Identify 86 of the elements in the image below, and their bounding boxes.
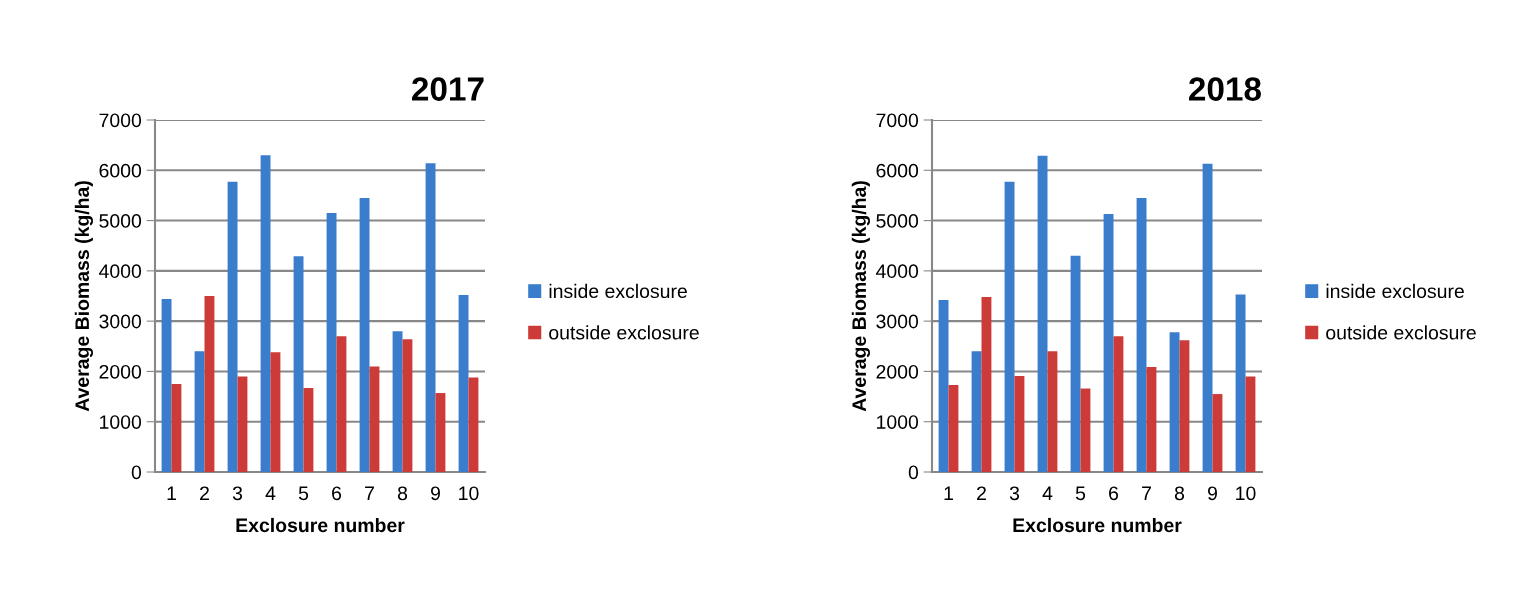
bar (359, 197, 370, 472)
x-tick-label: 1 (944, 486, 953, 500)
x-tick-label: 6 (1109, 486, 1119, 501)
legend-label: outside exclosure (1326, 325, 1476, 340)
bar (425, 163, 436, 472)
bar (1245, 376, 1256, 472)
y-tick-label: 6000 (99, 163, 142, 178)
x-tick-label: 2 (977, 486, 986, 500)
y-tick-label: 7000 (99, 113, 142, 128)
x-tick-label: 2 (200, 486, 209, 500)
y-axis-title: Average Biomass (kg/ha) (851, 181, 870, 412)
x-tick-label: 4 (1042, 486, 1053, 500)
bar (468, 377, 479, 472)
y-tick-label: 5000 (99, 214, 142, 228)
x-tick-label: 5 (1075, 486, 1086, 501)
x-tick-label: 7 (1142, 486, 1151, 500)
bar (392, 331, 403, 472)
bar (971, 351, 982, 472)
y-axis-title: Average Biomass (kg/ha) (74, 181, 93, 412)
bar (1004, 181, 1015, 472)
bar (260, 155, 271, 472)
x-tick-label: 8 (397, 486, 408, 501)
y-tick-label: 4000 (99, 264, 142, 279)
bar (1235, 294, 1246, 472)
x-axis-title: Exclosure number (1013, 517, 1182, 533)
bar (1146, 366, 1157, 472)
bar (981, 297, 992, 472)
x-tick-label: 6 (332, 486, 342, 501)
x-tick-label: 10 (1236, 486, 1256, 501)
bar (369, 366, 380, 472)
bar (326, 213, 337, 472)
bar (336, 336, 347, 472)
bar (1113, 336, 1124, 472)
bar (402, 339, 413, 472)
bar (1179, 340, 1190, 472)
x-tick-label: 7 (365, 486, 374, 500)
bar (1212, 394, 1223, 472)
x-tick-label: 1 (167, 486, 176, 500)
bar (237, 376, 248, 472)
x-tick-label: 5 (298, 486, 309, 501)
x-tick-label: 9 (431, 486, 440, 501)
y-tick-label: 5000 (876, 214, 919, 228)
bar (270, 352, 281, 472)
bar (1047, 351, 1058, 472)
chart-title: 2018 (1189, 77, 1261, 101)
bar (171, 384, 182, 472)
bar (1103, 214, 1114, 472)
y-tick-label: 0 (131, 465, 142, 480)
bar (227, 181, 238, 472)
bar (194, 351, 205, 472)
y-tick-label: 6000 (876, 163, 919, 178)
bar (1169, 332, 1180, 472)
bar (435, 393, 446, 472)
y-tick-label: 2000 (876, 364, 919, 379)
x-tick-label: 3 (1009, 486, 1020, 501)
bar (204, 296, 215, 472)
legend-label: inside exclosure (1326, 283, 1464, 299)
y-tick-label: 4000 (876, 264, 919, 279)
x-tick-label: 8 (1174, 486, 1185, 501)
legend-label: outside exclosure (549, 325, 699, 340)
chart-title: 2017 (412, 77, 484, 101)
bar (293, 256, 304, 472)
bar (1014, 375, 1025, 472)
x-tick-label: 10 (459, 486, 479, 501)
y-tick-label: 3000 (876, 314, 919, 329)
legend-label: inside exclosure (549, 283, 687, 299)
bar (1070, 255, 1081, 472)
bar (1136, 197, 1147, 472)
x-tick-label: 3 (232, 486, 243, 501)
bar (458, 294, 469, 472)
bar (948, 385, 959, 472)
x-axis-title: Exclosure number (236, 517, 405, 533)
y-tick-label: 0 (908, 465, 919, 480)
bar (938, 300, 949, 472)
y-tick-label: 1000 (100, 415, 142, 429)
bar (303, 388, 314, 472)
bar (1037, 155, 1048, 472)
x-tick-label: 9 (1208, 486, 1217, 501)
bar (1080, 388, 1091, 472)
y-tick-label: 7000 (876, 113, 919, 128)
bar (161, 299, 172, 472)
y-tick-label: 1000 (877, 415, 919, 429)
y-tick-label: 2000 (99, 364, 142, 379)
bar (1202, 163, 1213, 472)
y-tick-label: 3000 (99, 314, 142, 329)
x-tick-label: 4 (265, 486, 276, 500)
